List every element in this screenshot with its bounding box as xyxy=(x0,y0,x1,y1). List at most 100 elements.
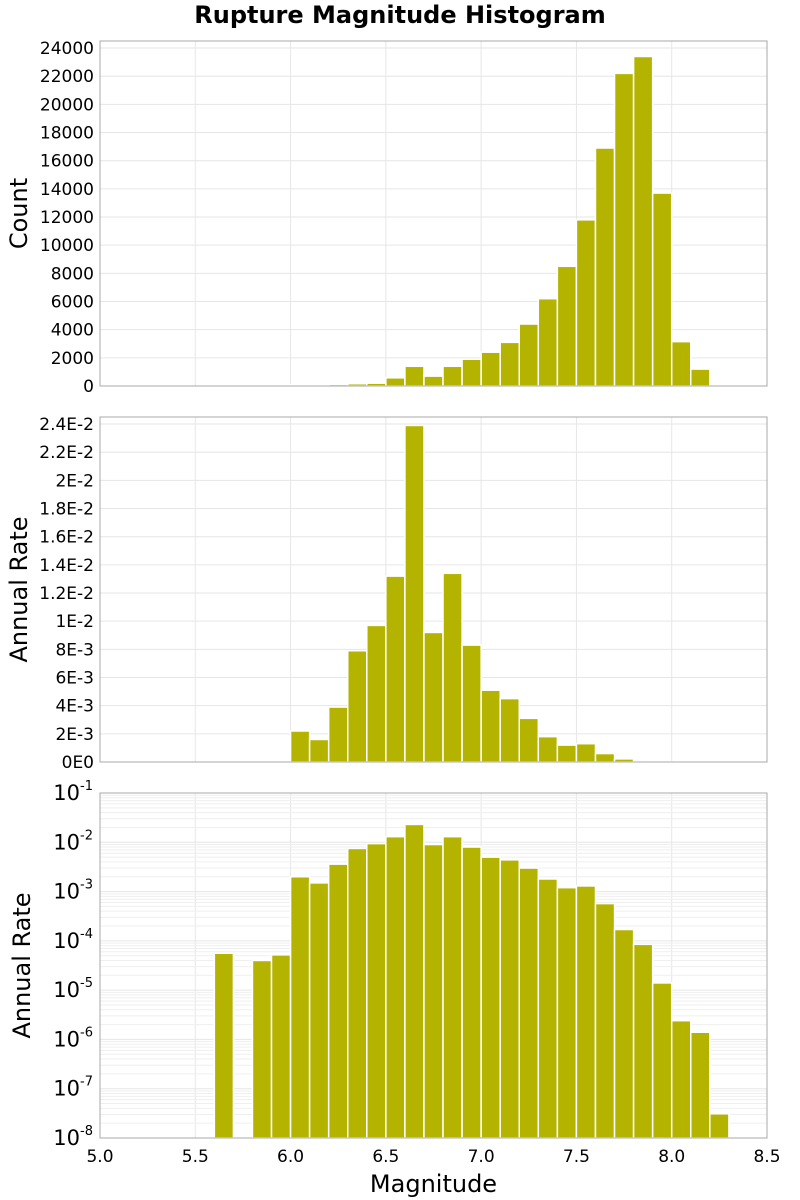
y-tick-label: 1.6E-2 xyxy=(39,528,94,548)
bar xyxy=(461,846,482,1139)
y-tick-label: 10000 xyxy=(40,236,94,256)
y-tick-label: 10-7 xyxy=(53,1075,93,1101)
bar xyxy=(366,624,387,763)
y-tick-label: 20000 xyxy=(40,95,94,115)
bar xyxy=(651,192,673,387)
bar xyxy=(461,644,482,763)
y-tick-label: 1.2E-2 xyxy=(39,584,94,604)
y-tick-label: 10-6 xyxy=(53,1025,93,1051)
bar xyxy=(594,147,616,387)
bar xyxy=(404,365,425,387)
y-tick-labels: 0E0 2E-3 4E-3 6E-3 8E-3 1E-2 1.2E-2 1.4E-2 1.6E-… xyxy=(39,415,94,773)
bar xyxy=(251,959,273,1139)
y-tick-label: 2E-2 xyxy=(55,471,94,491)
bars xyxy=(213,823,730,1139)
y-tick-label: 24000 xyxy=(40,39,94,59)
x-tick-label: 8.0 xyxy=(658,1147,685,1167)
bar xyxy=(346,847,368,1139)
bar xyxy=(670,340,692,387)
bar xyxy=(499,859,521,1139)
x-tick-label: 6.0 xyxy=(277,1147,304,1167)
bar xyxy=(556,265,578,387)
y-axis-label: Annual Rate xyxy=(5,516,33,662)
bar xyxy=(480,856,501,1139)
bar xyxy=(385,575,406,763)
x-tick-label: 7.0 xyxy=(468,1147,495,1167)
y-tick-label: 10-2 xyxy=(53,828,93,854)
y-tick-label: 1.8E-2 xyxy=(39,500,94,520)
y-tick-label: 8000 xyxy=(51,264,94,284)
plot-frame xyxy=(99,416,768,763)
bars xyxy=(213,424,730,763)
bar xyxy=(518,323,540,387)
y-tick-label: 22000 xyxy=(40,67,94,87)
bar xyxy=(327,706,349,763)
bar xyxy=(690,1031,711,1139)
bar xyxy=(423,375,444,387)
y-tick-label: 4000 xyxy=(51,321,94,341)
bar xyxy=(385,377,406,387)
bar xyxy=(442,365,463,387)
y-tick-label: 6000 xyxy=(51,293,94,313)
y-tick-labels: 0 2000 4000 6000 8000 10000 12000 14000 16000 180… xyxy=(40,39,94,397)
x-axis-label: Magnitude xyxy=(370,1170,497,1198)
bar xyxy=(537,735,559,763)
bar xyxy=(518,717,540,763)
bar xyxy=(289,730,311,763)
y-axis-label: Annual Rate xyxy=(8,892,36,1038)
bar xyxy=(442,572,463,763)
bar xyxy=(537,878,559,1139)
y-tick-label: 18000 xyxy=(40,124,94,144)
y-tick-label: 2000 xyxy=(51,349,94,369)
bar xyxy=(404,424,425,763)
x-tick-label: 5.0 xyxy=(86,1147,113,1167)
bar xyxy=(308,738,330,763)
y-tick-label: 10-8 xyxy=(53,1124,93,1150)
y-tick-label: 0 xyxy=(83,377,94,397)
bar xyxy=(594,902,616,1139)
bar xyxy=(690,368,711,387)
bar xyxy=(556,744,578,763)
panel-rate-linear: 0E0 2E-3 4E-3 6E-3 8E-3 1E-2 1.2E-2 1.4E-2 1.6E-… xyxy=(5,415,768,773)
chart-title: Rupture Magnitude Histogram xyxy=(194,1,606,29)
bar xyxy=(270,954,292,1139)
y-tick-label: 10-4 xyxy=(53,927,93,953)
y-tick-label: 0E0 xyxy=(62,753,94,773)
bar xyxy=(346,650,368,763)
bar xyxy=(423,843,444,1139)
bar xyxy=(670,1019,692,1139)
bar xyxy=(423,631,444,763)
x-tick-label: 8.5 xyxy=(753,1147,780,1167)
y-tick-label: 8E-3 xyxy=(55,640,94,660)
bar xyxy=(442,835,463,1139)
y-tick-label: 14000 xyxy=(40,180,94,200)
bar xyxy=(289,875,311,1139)
bar xyxy=(613,72,635,387)
bar xyxy=(575,885,597,1139)
bar xyxy=(575,742,597,763)
bar xyxy=(632,55,654,387)
y-tick-label: 2.2E-2 xyxy=(39,443,94,463)
y-tick-label: 1.4E-2 xyxy=(39,556,94,576)
y-tick-label: 10-5 xyxy=(53,976,93,1002)
y-tick-labels: 10-8 10-7 10-6 10-5 10-4 10-3 10-2 10-1 xyxy=(53,779,93,1150)
y-tick-label: 6E-3 xyxy=(55,669,94,689)
y-tick-label: 4E-3 xyxy=(55,697,94,717)
bar xyxy=(480,351,501,387)
x-tick-labels: 5.0 5.5 6.0 6.5 7.0 7.5 8.0 8.5 xyxy=(86,1147,780,1167)
plot-frame xyxy=(99,792,768,1139)
bar xyxy=(709,1113,730,1139)
bar xyxy=(404,823,425,1139)
x-tick-label: 5.5 xyxy=(182,1147,209,1167)
bar xyxy=(575,219,597,387)
bar xyxy=(518,867,540,1139)
plot-frame xyxy=(99,40,768,387)
bar xyxy=(327,863,349,1139)
y-tick-label: 12000 xyxy=(40,208,94,228)
panel-count: 0 2000 4000 6000 8000 10000 12000 14000 16000 180… xyxy=(5,39,768,397)
y-tick-label: 2E-3 xyxy=(55,725,94,745)
bar xyxy=(594,752,616,763)
bar xyxy=(385,835,406,1139)
x-tick-label: 6.5 xyxy=(372,1147,399,1167)
